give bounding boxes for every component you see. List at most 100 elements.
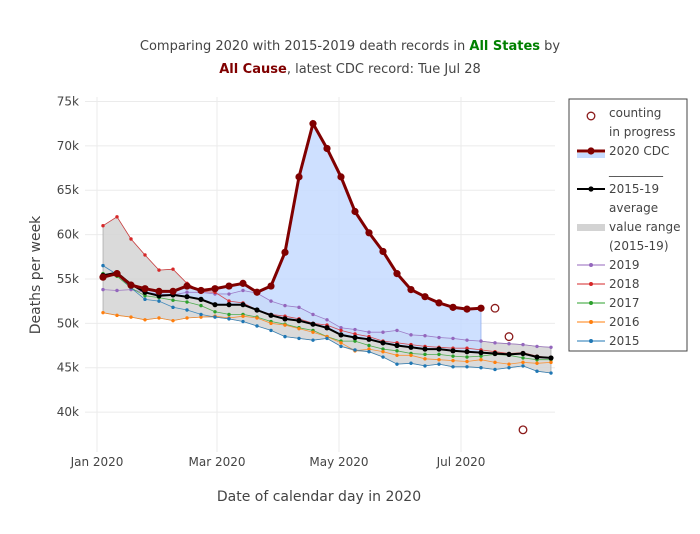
series-point-2016 — [143, 318, 147, 322]
average-point — [338, 332, 344, 338]
series-point-2017 — [451, 354, 455, 358]
cdc-2020-point — [295, 173, 303, 181]
y-tick-label: 70k — [57, 139, 79, 153]
average-point — [492, 350, 498, 357]
cdc-2020-point — [365, 229, 373, 237]
average-point — [226, 302, 232, 308]
cdc-2020-point — [99, 273, 107, 281]
legend-label: in progress — [609, 125, 676, 139]
average-point — [310, 321, 316, 327]
cdc-2020-point — [323, 144, 331, 153]
series-point-2015 — [381, 355, 385, 359]
legend-label: 2020 CDC — [609, 144, 669, 158]
series-point-2016 — [339, 341, 343, 345]
legend-item-separator[interactable]: _________ — [608, 163, 664, 177]
series-point-2016 — [493, 360, 497, 365]
series-point-2016 — [269, 321, 273, 326]
average-point — [534, 354, 540, 360]
legend-item-y2017[interactable]: 2017 — [577, 296, 640, 310]
legend-box — [568, 98, 688, 352]
series-point-2016 — [199, 315, 203, 319]
average-point — [268, 312, 274, 318]
legend-item-y2018[interactable]: 2018 — [577, 277, 640, 291]
series-point-2016 — [437, 358, 441, 362]
series-point-2017 — [423, 352, 427, 357]
average-point — [254, 307, 260, 313]
x-tick-label: Mar 2020 — [189, 455, 246, 469]
legend-symbol-cdc-point — [587, 147, 595, 155]
cdc-2020-line — [102, 119, 482, 311]
series-point-2016 — [255, 316, 259, 320]
series-point-2019 — [479, 339, 483, 343]
series-point-2015 — [185, 308, 189, 312]
series-point-2019 — [535, 344, 539, 349]
cdc-2020-point — [463, 305, 471, 313]
series-point-2016 — [185, 316, 189, 320]
series-point-2017 — [353, 339, 357, 343]
series-point-2018 — [227, 299, 231, 303]
average-point — [380, 340, 386, 346]
average-point — [436, 346, 442, 352]
series-point-2017 — [143, 294, 147, 298]
series-point-2015 — [535, 369, 539, 373]
average-point — [422, 346, 428, 352]
average-point — [450, 348, 456, 354]
average-point — [324, 325, 330, 331]
series-point-2016 — [129, 315, 133, 319]
legend-symbol-range — [577, 224, 605, 231]
series-point-2015 — [367, 350, 371, 354]
series-point-2017 — [521, 356, 525, 360]
series-point-2017 — [213, 310, 217, 314]
legend-item-y2015[interactable]: 2015 — [577, 334, 640, 348]
legend-label: 2016 — [609, 315, 640, 329]
series-point-2015 — [465, 365, 469, 369]
legend-item-y2016[interactable]: 2016 — [577, 315, 640, 329]
x-axis-title: Date of calendar day in 2020 — [217, 489, 421, 505]
series-point-2017 — [479, 354, 483, 358]
series-point-2015 — [297, 336, 301, 341]
chart-title-line2: All Cause, latest CDC record: Tue Jul 28 — [219, 62, 481, 77]
legend[interactable]: counting in progress 2020 CDC _________ 2015… — [568, 98, 688, 352]
series-point-2019 — [101, 287, 105, 292]
series-point-2017 — [367, 343, 371, 348]
legend-item-range[interactable]: value range (2015-19) — [577, 220, 680, 253]
series-point-2018 — [143, 253, 147, 257]
legend-item-average[interactable]: 2015-19 average — [577, 182, 659, 215]
cdc-2020-point — [421, 293, 429, 301]
average-point — [296, 318, 302, 324]
series-point-2016 — [157, 316, 161, 320]
series-point-2019 — [521, 342, 525, 347]
cdc-2020-point — [435, 299, 443, 307]
legend-symbol-y2018-point — [589, 282, 593, 286]
cdc-2020-point — [183, 282, 191, 290]
cdc-2020-point — [351, 207, 359, 216]
legend-item-y2019[interactable]: 2019 — [577, 258, 640, 272]
series-point-2015 — [227, 317, 231, 321]
series-point-2016 — [367, 347, 371, 351]
series-point-2015 — [311, 338, 315, 342]
legend-label: average — [609, 201, 658, 215]
series-point-2019 — [325, 318, 329, 322]
series-point-2019 — [269, 299, 273, 303]
legend-item-counting[interactable]: counting in progress — [586, 106, 676, 139]
series-point-2018 — [101, 223, 105, 228]
series-point-2019 — [311, 312, 315, 317]
series-point-2016 — [115, 313, 119, 318]
legend-label: _________ — [608, 163, 664, 177]
average-point — [520, 350, 526, 357]
series-point-2017 — [381, 347, 385, 351]
series-point-2015 — [451, 365, 455, 369]
series-point-2015 — [171, 305, 175, 310]
series-point-2016 — [535, 361, 539, 365]
legend-symbol-y2017-point — [589, 301, 593, 305]
legend-item-cdc2020[interactable]: 2020 CDC — [577, 144, 669, 158]
series-point-2015 — [339, 344, 343, 349]
series-point-2019 — [451, 336, 455, 341]
y-tick-label: 75k — [57, 94, 79, 108]
series-point-2015 — [507, 365, 511, 370]
series-point-2015 — [479, 365, 483, 370]
series-point-2019 — [339, 326, 343, 330]
cdc-2020-point — [211, 285, 219, 293]
